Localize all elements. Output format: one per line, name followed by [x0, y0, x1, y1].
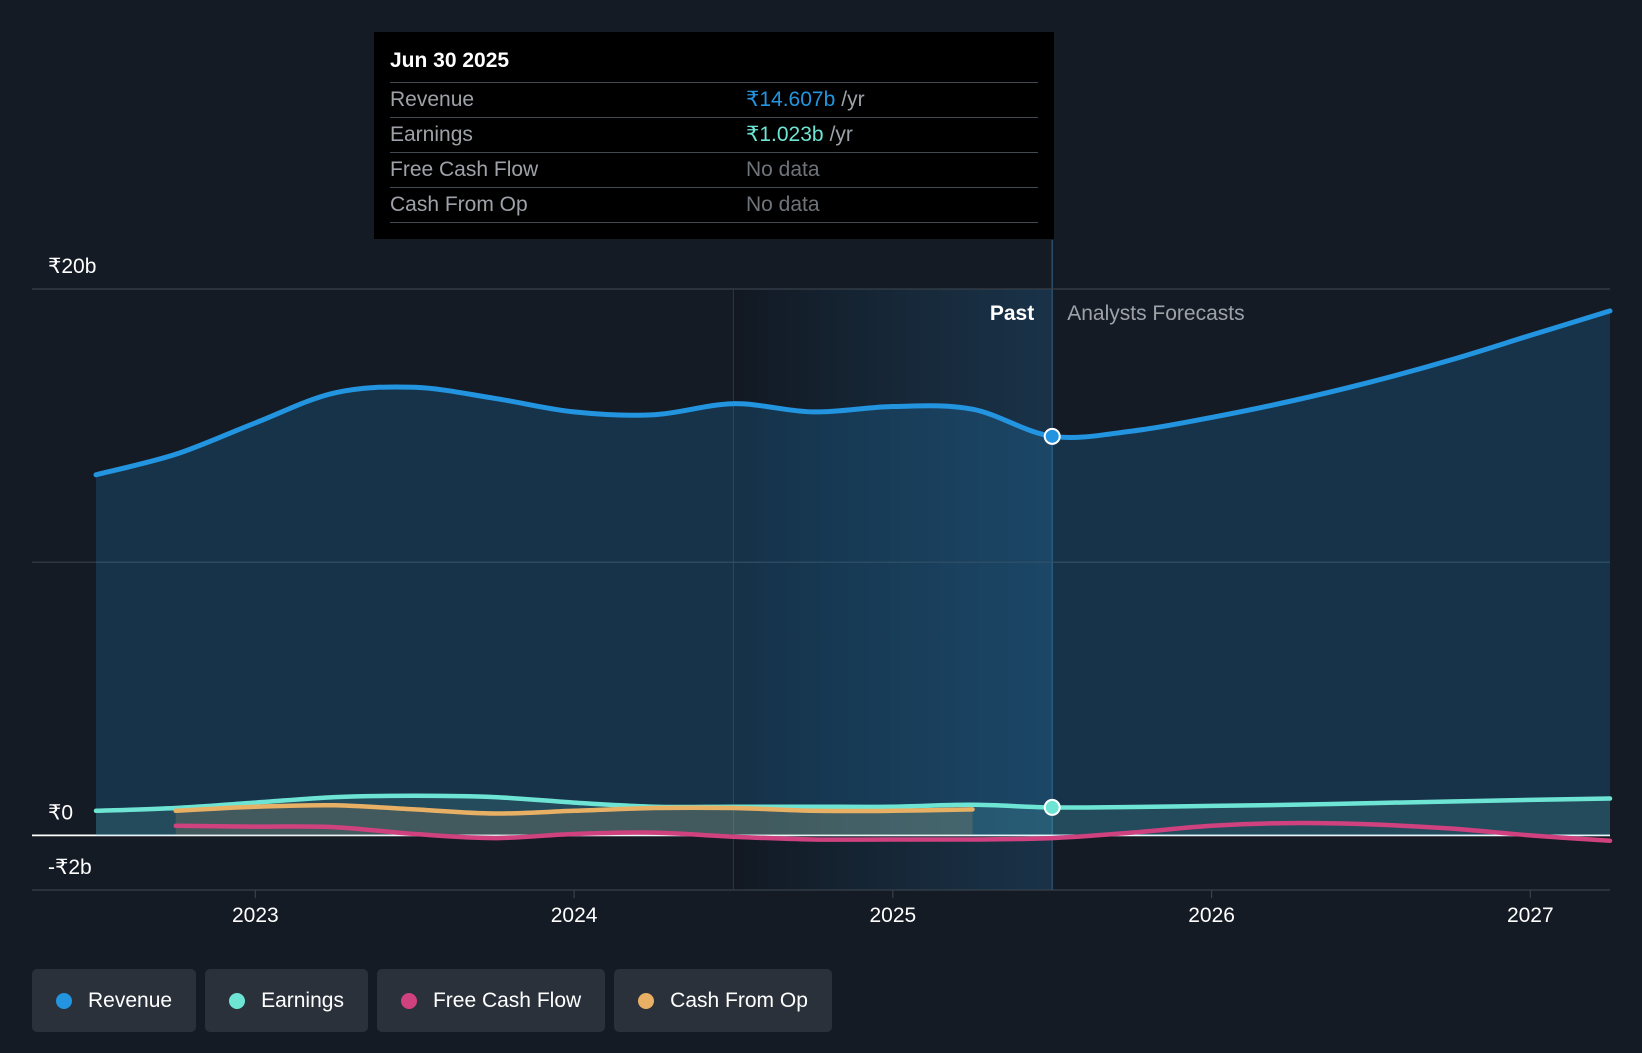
legend-item-cash-from-op[interactable]: Cash From Op: [614, 969, 832, 1032]
legend-label: Revenue: [88, 988, 173, 1012]
tooltip-value: No data: [746, 193, 820, 216]
past-section-label: Past: [990, 302, 1034, 325]
forecast-section-label: Analysts Forecasts: [1067, 302, 1244, 325]
x-tick-label: 2024: [551, 904, 598, 927]
tooltip-date: Jun 30 2025: [390, 49, 510, 72]
legend-item-revenue[interactable]: Revenue: [32, 969, 197, 1032]
legend-label: Free Cash Flow: [432, 988, 582, 1012]
legend-label: Earnings: [261, 988, 344, 1012]
tooltip-row-earnings: Earnings ₹1.023b /yr: [390, 117, 1038, 152]
tooltip-row-free-cash-flow: Free Cash Flow No data: [390, 152, 1038, 187]
x-tick-label: 2025: [869, 904, 916, 927]
y-tick-label: -₹2b: [48, 856, 92, 879]
series-line-cash-from-op: [173, 802, 975, 816]
series-areas-layer: [96, 310, 1610, 836]
tooltip-unit: /yr: [841, 88, 865, 111]
highlight-points-layer: [1043, 427, 1061, 816]
data-tooltip: Jun 30 2025 Revenue ₹14.607b /yr Earning…: [374, 32, 1054, 239]
tooltip-label: Earnings: [390, 123, 473, 146]
series-line-revenue: [93, 308, 1613, 478]
series-line-free-cash-flow: [173, 820, 1613, 844]
tooltip-label: Free Cash Flow: [390, 158, 539, 181]
y-tick-label: ₹0: [48, 801, 73, 824]
tooltip-label: Revenue: [390, 88, 475, 111]
x-tick-label: 2023: [232, 904, 279, 927]
chart-legend: Revenue Earnings Free Cash Flow Cash Fro…: [32, 969, 832, 1032]
legend-dot-icon: [638, 992, 655, 1009]
legend-dot-icon: [229, 992, 246, 1009]
legend-item-free-cash-flow[interactable]: Free Cash Flow: [376, 969, 606, 1032]
legend-dot-icon: [56, 992, 72, 1009]
past-region-highlight: [733, 289, 1053, 890]
series-lines-layer: [93, 308, 1613, 844]
series-line-earnings: [93, 793, 1613, 814]
legend-item-earnings[interactable]: Earnings: [205, 969, 368, 1032]
tooltip-row-cash-from-op: Cash From Op No data: [390, 187, 1038, 223]
past-region-layer: [732, 240, 1053, 890]
y-tick-label: ₹20b: [48, 255, 96, 278]
tooltip-value: ₹14.607b: [746, 88, 836, 111]
earnings-highlight-point: [1043, 798, 1061, 816]
series-area-cash-from-op: [175, 805, 973, 836]
gridlines-layer: [32, 288, 1610, 891]
x-tick-label: 2027: [1507, 904, 1554, 927]
x-tick-label: 2026: [1188, 904, 1235, 927]
tooltip-label: Cash From Op: [390, 193, 528, 216]
revenue-highlight-point: [1043, 427, 1061, 445]
tooltip-row-revenue: Revenue ₹14.607b /yr: [390, 82, 1038, 117]
tooltip-unit: /yr: [829, 123, 853, 146]
tooltip-value: No data: [746, 158, 820, 181]
series-area-revenue: [96, 310, 1610, 836]
x-axis: 2023 2024 2025 2026 2027: [232, 890, 1554, 927]
legend-dot-icon: [400, 992, 417, 1009]
tooltip-value: ₹1.023b: [746, 123, 824, 146]
legend-label: Cash From Op: [670, 988, 808, 1012]
y-axis: ₹20b ₹0 -₹2b: [48, 255, 96, 879]
